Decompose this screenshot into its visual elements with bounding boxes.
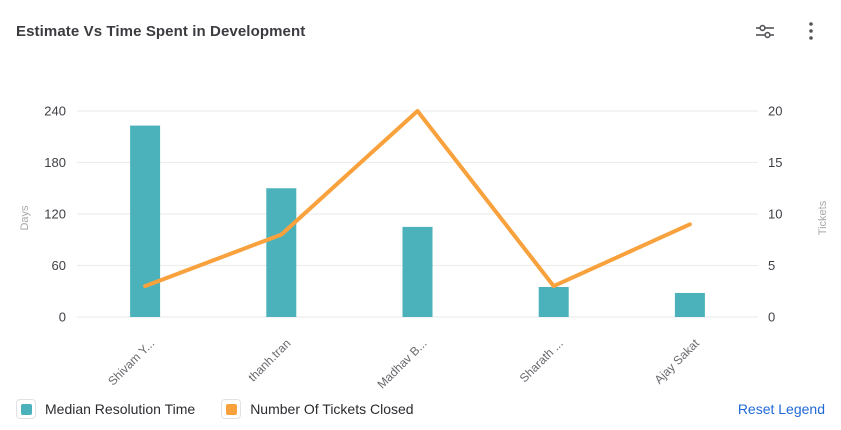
y-axis-tick-label: 240 bbox=[44, 104, 66, 119]
legend-chip bbox=[16, 399, 36, 419]
kebab-menu-icon[interactable] bbox=[797, 17, 825, 45]
legend-chip bbox=[221, 399, 242, 419]
reset-legend-link[interactable]: Reset Legend bbox=[737, 401, 825, 417]
legend-item-number-of-tickets-closed[interactable]: Number Of Tickets Closed bbox=[221, 399, 414, 419]
y2-axis-tick-label: 5 bbox=[768, 258, 775, 273]
y-axis-title: Days bbox=[19, 205, 31, 231]
chart-svg: 0 60 120 180 240 0 5 10 15 20 Days Tickets Shivam Y.… bbox=[19, 104, 829, 392]
y2-axis-tick-label: 10 bbox=[768, 207, 782, 222]
legend-item-median-resolution-time[interactable]: Median Resolution Time bbox=[16, 399, 195, 419]
x-axis-label: Madhav B... bbox=[374, 336, 429, 390]
bar[interactable] bbox=[130, 125, 161, 317]
sliders-icon[interactable] bbox=[751, 17, 779, 45]
y2-axis-tick-label: 0 bbox=[768, 310, 775, 325]
legend-label: Number Of Tickets Closed bbox=[250, 401, 414, 417]
x-axis-label: Sharath ... bbox=[517, 336, 566, 385]
x-axis-label: thanh.tran bbox=[245, 336, 293, 384]
y2-axis-tick-label: 15 bbox=[768, 155, 782, 170]
line-series-swatch bbox=[225, 403, 237, 415]
x-axis-label: Shivam Y... bbox=[105, 336, 157, 388]
chart-legend: Median Resolution Time Number Of Tickets… bbox=[0, 394, 841, 424]
y-axis-tick-label: 0 bbox=[59, 310, 66, 325]
y2-axis-tick-label: 20 bbox=[768, 104, 782, 119]
chart-header: Estimate Vs Time Spent in Development bbox=[0, 0, 841, 56]
bar[interactable] bbox=[538, 286, 569, 317]
header-icons bbox=[751, 11, 825, 45]
chart-plot-area: 0 60 120 180 240 0 5 10 15 20 Days Tickets Shivam Y.… bbox=[0, 60, 841, 392]
bar[interactable] bbox=[402, 226, 433, 317]
y-axis-tick-label: 120 bbox=[44, 207, 66, 222]
y-axis-tick-label: 60 bbox=[52, 258, 66, 273]
y2-axis-title: Tickets bbox=[817, 200, 829, 235]
legend-label: Median Resolution Time bbox=[45, 401, 196, 417]
x-axis-label: Ajay Sakat bbox=[652, 336, 703, 387]
y-axis-tick-label: 180 bbox=[44, 155, 66, 170]
legend-items: Median Resolution Time Number Of Tickets… bbox=[16, 399, 738, 419]
bar-series-swatch bbox=[20, 403, 32, 415]
bar[interactable] bbox=[266, 188, 297, 317]
tickets-line[interactable] bbox=[143, 109, 692, 289]
bar[interactable] bbox=[674, 292, 705, 317]
chart-title: Estimate Vs Time Spent in Development bbox=[16, 22, 306, 40]
